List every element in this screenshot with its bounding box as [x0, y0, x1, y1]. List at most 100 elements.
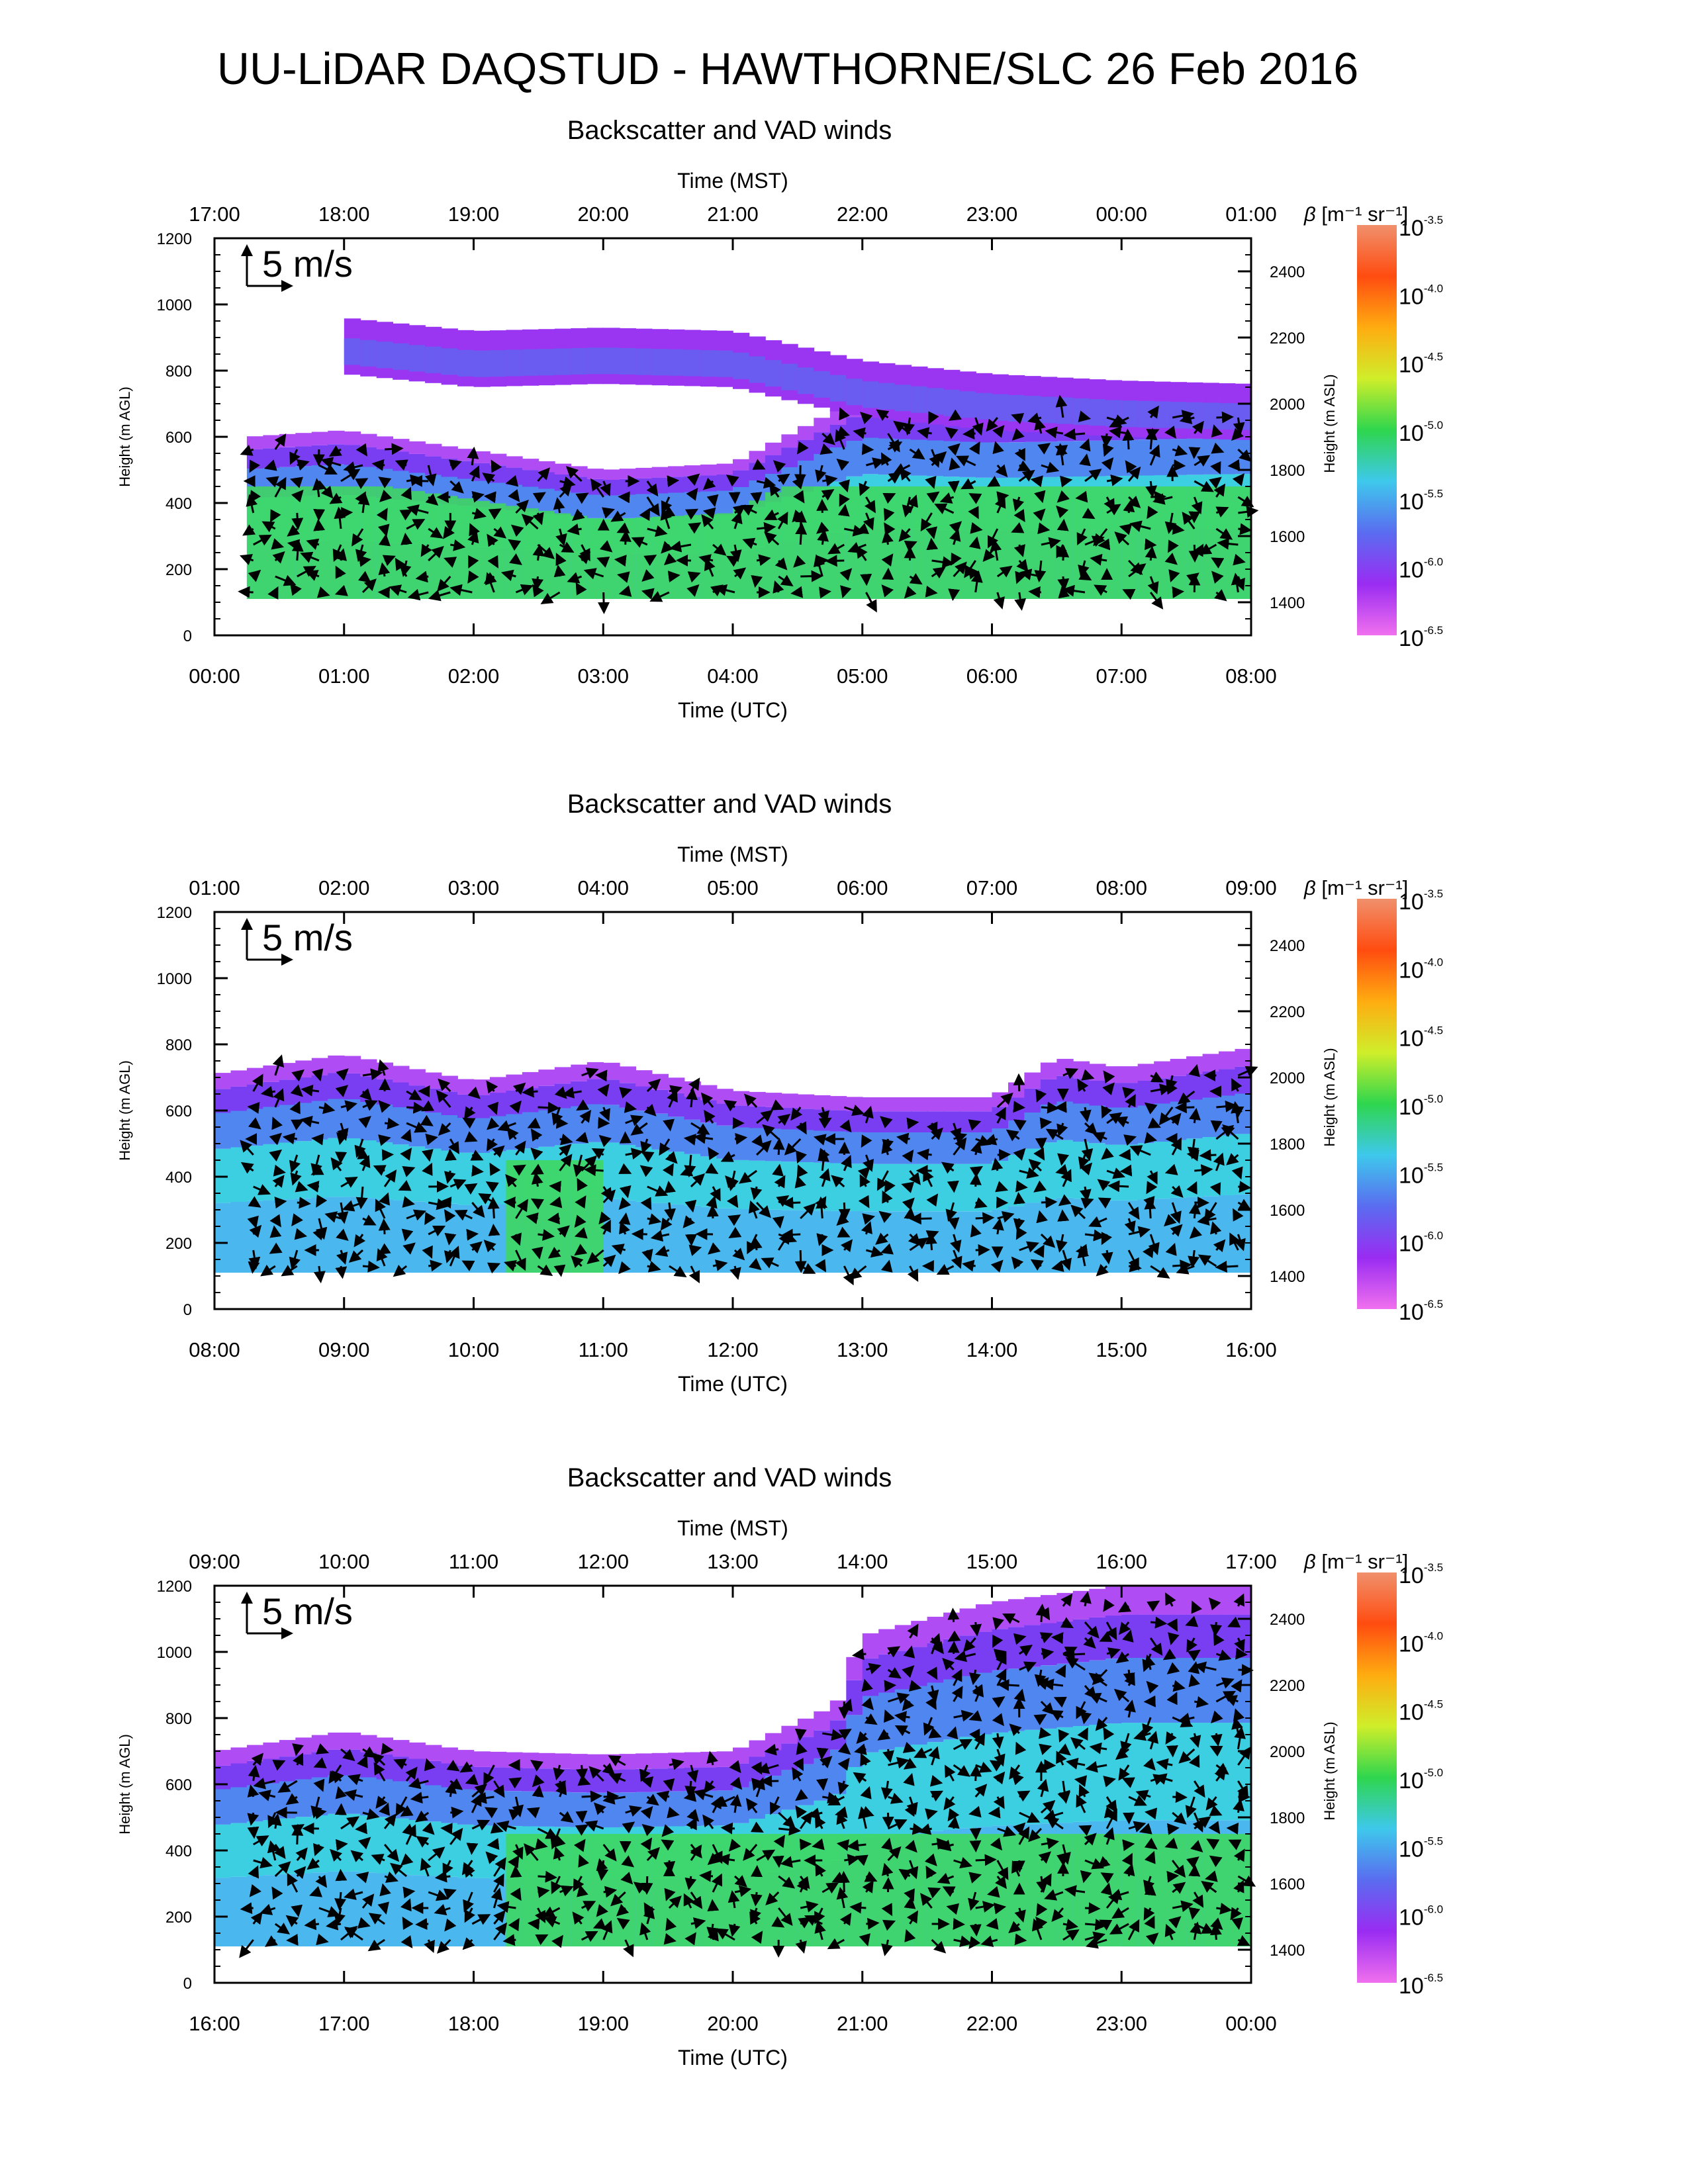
wind-arrow [687, 571, 701, 583]
wind-arrow [903, 417, 915, 436]
backscatter-cell [700, 475, 718, 492]
wind-arrow [599, 540, 613, 553]
wind-arrow [992, 425, 1005, 438]
backscatter-cell [781, 1743, 798, 1770]
backscatter-cell [230, 1070, 248, 1087]
wind-arrow [269, 1225, 282, 1238]
panel-title: Backscatter and VAD winds [567, 1463, 892, 1492]
wind-arrow [902, 1741, 916, 1753]
wind-arrow [1129, 520, 1151, 532]
y-tick-label: 1200 [157, 904, 192, 922]
backscatter-cell-upper [927, 388, 944, 415]
wind-arrow [926, 491, 940, 504]
wind-arrow [906, 1117, 919, 1130]
wind-arrow [1145, 1807, 1158, 1820]
wind-arrow [1149, 444, 1160, 466]
backscatter-cell [1089, 1143, 1106, 1200]
backscatter-cell-upper [1154, 401, 1171, 428]
wind-arrow [931, 567, 946, 579]
wind-arrow [603, 1790, 620, 1803]
panel-title: Backscatter and VAD winds [567, 790, 892, 819]
wind-arrow [313, 518, 326, 531]
backscatter-cell [992, 442, 1009, 478]
backscatter-cell [393, 451, 410, 471]
wind-arrow [667, 570, 680, 583]
backscatter-field [214, 1048, 1252, 1273]
wind-arrow [1152, 493, 1173, 505]
backscatter-cell [376, 436, 393, 449]
wind-arrow [949, 521, 962, 534]
backscatter-cell [571, 1106, 588, 1144]
wind-arrow [667, 475, 680, 488]
backscatter-cell [538, 1069, 555, 1086]
wind-arrow [469, 523, 480, 537]
backscatter-cell-strong [862, 1834, 880, 1946]
backscatter-cell-strong [911, 1834, 928, 1946]
backscatter-cell [408, 441, 426, 454]
backscatter-field [246, 318, 1252, 600]
wind-arrow [1145, 480, 1158, 498]
backscatter-cell [846, 1211, 863, 1273]
wind-arrow [567, 523, 582, 535]
wind-arrow [1090, 553, 1107, 566]
backscatter-cell [976, 1631, 993, 1673]
wind-arrow [987, 476, 1001, 487]
y-tick-label: 800 [165, 363, 192, 381]
backscatter-cell [911, 1647, 928, 1686]
wind-arrow [440, 1823, 453, 1835]
top-x-tick-label: 15:00 [966, 1550, 1018, 1573]
wind-arrow [774, 557, 788, 570]
backscatter-cell [1056, 1197, 1074, 1273]
x-axis-label: Time (UTC) [678, 698, 788, 722]
top-x-tick-label: 06:00 [837, 876, 888, 899]
x-tick-label: 08:00 [1225, 664, 1277, 688]
backscatter-cell-upper [457, 349, 475, 377]
backscatter-cell [538, 1792, 555, 1827]
backscatter-cell-upper [668, 349, 685, 376]
backscatter-cell [1024, 1113, 1041, 1149]
backscatter-cell-strong [927, 486, 944, 599]
backscatter-cell [441, 446, 458, 459]
wind-arrow [1172, 459, 1186, 472]
backscatter-cell-upper [441, 348, 458, 375]
backscatter-cell [571, 1769, 588, 1793]
wind-arrow [1168, 569, 1180, 583]
backscatter-cell [684, 476, 701, 492]
backscatter-cell-strong [749, 500, 766, 600]
wind-arrow [865, 457, 885, 469]
wind-arrow [379, 533, 391, 547]
y-tick-label: 0 [183, 1301, 192, 1319]
backscatter-cell-upper [571, 347, 588, 375]
wind-arrow [316, 586, 330, 598]
wind-arrow [538, 1870, 557, 1883]
backscatter-cell [797, 1737, 815, 1764]
x-tick-label: 19:00 [577, 2012, 629, 2035]
wind-arrow [996, 491, 1009, 503]
wind-arrow [355, 443, 368, 457]
backscatter-cell [538, 1752, 555, 1769]
wind-arrow [1168, 1632, 1180, 1645]
wind-arrow [772, 1216, 784, 1229]
wind-arrow [1015, 570, 1027, 584]
backscatter-cell [1121, 1066, 1139, 1083]
backscatter-cell-upper [862, 381, 880, 408]
wind-arrow [909, 572, 923, 585]
wind-arrow [425, 493, 439, 506]
wind-arrow [1188, 1864, 1201, 1877]
wind-arrow [793, 555, 806, 568]
backscatter-cell [1154, 1614, 1171, 1658]
y-tick-label: 800 [165, 1710, 192, 1728]
wind-arrow [1215, 506, 1229, 518]
backscatter-cell [603, 1199, 620, 1273]
wind-arrow [290, 582, 302, 596]
backscatter-cell [781, 1725, 798, 1744]
y-tick-label: 1000 [157, 296, 192, 314]
backscatter-cell [393, 1740, 410, 1756]
wind-arrow [428, 545, 444, 562]
backscatter-cell [376, 1142, 393, 1199]
wind-arrow [1214, 589, 1227, 602]
backscatter-cell-upper [829, 375, 847, 402]
backscatter-cell [1186, 1614, 1203, 1658]
x-tick-label: 05:00 [837, 664, 888, 688]
wind-arrow [839, 407, 850, 421]
